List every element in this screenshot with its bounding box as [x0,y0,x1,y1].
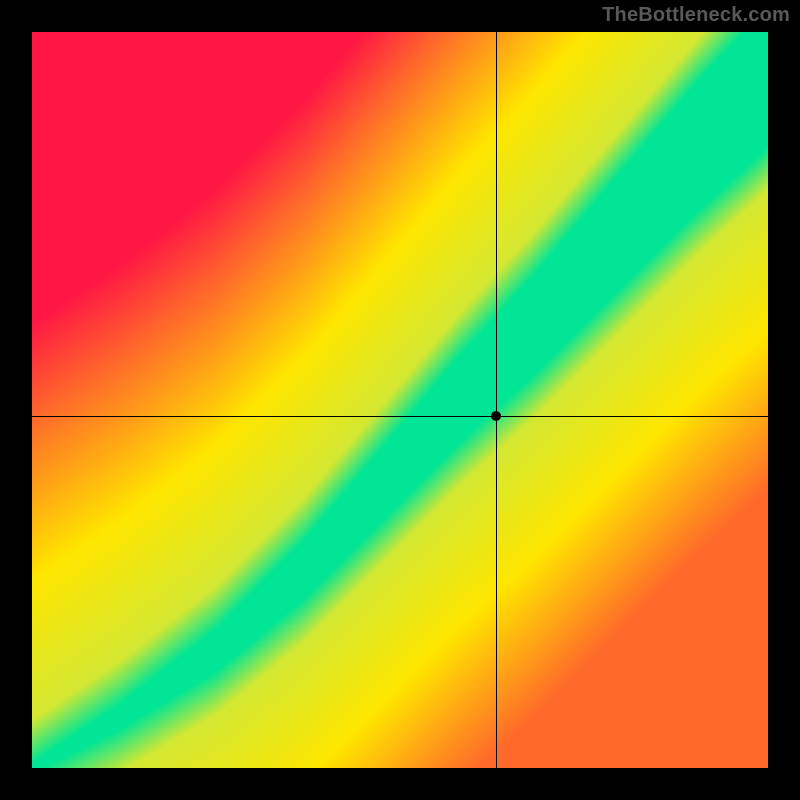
watermark-text: TheBottleneck.com [602,4,790,27]
bottleneck-heatmap [32,32,768,768]
crosshair-horizontal [32,416,768,417]
crosshair-marker-icon [491,411,501,421]
crosshair-vertical [496,32,497,768]
